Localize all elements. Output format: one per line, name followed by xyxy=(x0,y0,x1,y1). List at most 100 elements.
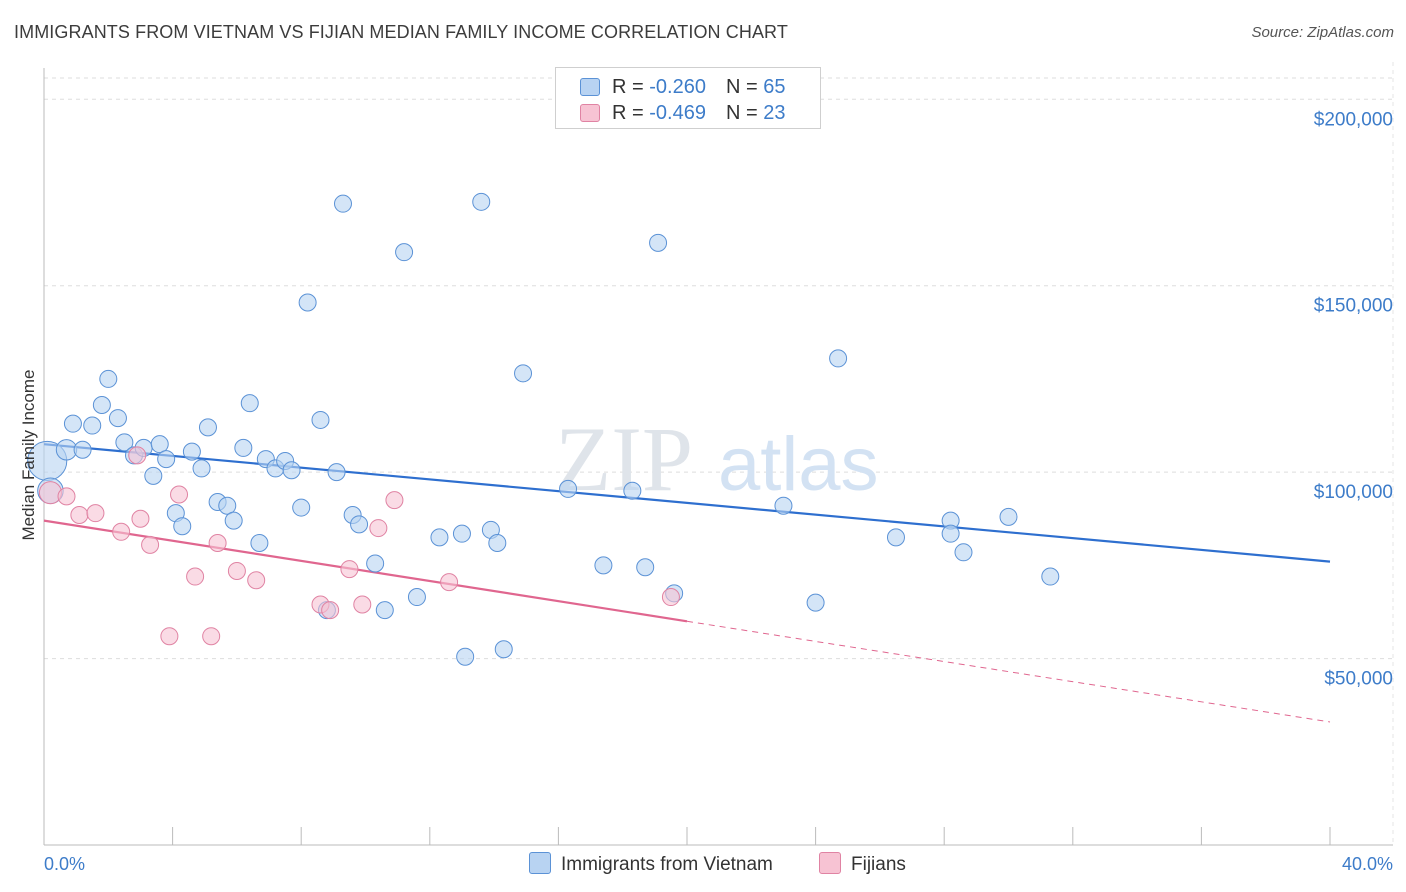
point-fiji xyxy=(321,601,340,620)
bottom-legend-vietnam: Immigrants from Vietnam xyxy=(529,852,773,876)
point-vietnam xyxy=(350,515,369,534)
point-vietnam xyxy=(488,533,507,552)
point-vietnam xyxy=(298,293,317,312)
point-vietnam xyxy=(99,369,118,388)
point-vietnam xyxy=(218,496,237,515)
point-fiji xyxy=(227,561,246,580)
point-vietnam xyxy=(83,416,102,435)
correlation-legend: R = -0.260 N = 65 R = -0.469 N = 23 xyxy=(555,67,821,129)
point-vietnam xyxy=(999,507,1018,526)
point-vietnam xyxy=(806,593,825,612)
point-vietnam xyxy=(954,543,973,562)
legend-r-value: -0.260 xyxy=(649,76,706,98)
point-vietnam xyxy=(594,556,613,575)
point-fiji xyxy=(70,506,89,525)
bottom-label-fiji: Fijians xyxy=(851,854,906,875)
x-tick-label: 40.0% xyxy=(1342,854,1393,874)
point-fiji xyxy=(353,595,372,614)
y-tick-label: $50,000 xyxy=(1324,669,1393,690)
point-vietnam xyxy=(774,496,793,515)
point-fiji xyxy=(86,504,105,523)
point-vietnam xyxy=(375,601,394,620)
point-fiji xyxy=(131,509,150,528)
point-fiji xyxy=(340,560,359,579)
point-fiji xyxy=(38,481,62,505)
bottom-swatch-fiji xyxy=(819,852,841,874)
point-fiji xyxy=(208,533,227,552)
point-vietnam xyxy=(311,410,330,429)
point-vietnam xyxy=(366,554,385,573)
point-vietnam xyxy=(144,466,163,485)
point-vietnam xyxy=(472,192,491,211)
point-fiji xyxy=(369,519,388,538)
point-vietnam xyxy=(157,450,176,469)
legend-r-label: R = xyxy=(612,102,650,124)
point-fiji xyxy=(247,571,266,590)
point-vietnam xyxy=(456,647,475,666)
point-fiji xyxy=(385,491,404,510)
point-vietnam xyxy=(182,442,201,461)
source-label: Source: ZipAtlas.com xyxy=(1251,24,1394,41)
point-fiji xyxy=(170,485,189,504)
legend-row-fiji: R = -0.469 N = 23 xyxy=(580,102,785,128)
point-vietnam xyxy=(452,524,471,543)
legend-r-label: R = xyxy=(612,76,650,98)
watermark-atlas: atlas xyxy=(718,422,879,507)
legend-n-value: 65 xyxy=(763,76,786,98)
y-tick-label: $100,000 xyxy=(1314,482,1393,503)
point-fiji xyxy=(186,567,205,586)
point-vietnam xyxy=(636,558,655,577)
point-fiji xyxy=(141,535,160,554)
point-vietnam xyxy=(150,435,169,454)
y-tick-label: $150,000 xyxy=(1314,296,1393,317)
point-vietnam xyxy=(649,233,668,252)
point-vietnam xyxy=(250,533,269,552)
watermark-zip: ZIP xyxy=(555,408,693,510)
point-vietnam xyxy=(198,418,217,437)
point-vietnam xyxy=(333,194,352,213)
point-vietnam xyxy=(1041,567,1060,586)
point-vietnam xyxy=(829,349,848,368)
trend-line-fiji-extrapolated xyxy=(686,620,1331,723)
point-fiji xyxy=(112,522,131,541)
point-vietnam xyxy=(92,396,111,415)
legend-r-value: -0.469 xyxy=(649,102,706,124)
point-fiji xyxy=(128,446,147,465)
legend-n-value: 23 xyxy=(763,102,786,124)
point-vietnam xyxy=(327,463,346,482)
point-vietnam xyxy=(173,517,192,536)
point-vietnam xyxy=(430,528,449,547)
point-vietnam xyxy=(240,394,259,413)
y-axis-label: Median Family Income xyxy=(19,369,38,540)
point-vietnam xyxy=(623,481,642,500)
point-vietnam xyxy=(73,440,92,459)
legend-row-vietnam: R = -0.260 N = 65 xyxy=(580,76,785,102)
point-fiji xyxy=(57,487,76,506)
point-vietnam xyxy=(292,498,311,517)
point-vietnam xyxy=(494,640,513,659)
point-vietnam xyxy=(224,511,243,530)
point-fiji xyxy=(202,627,221,646)
chart-title: IMMIGRANTS FROM VIETNAM VS FIJIAN MEDIAN… xyxy=(14,22,788,42)
bottom-label-vietnam: Immigrants from Vietnam xyxy=(561,854,773,875)
point-vietnam xyxy=(63,414,82,433)
bottom-swatch-vietnam xyxy=(529,852,551,874)
point-fiji xyxy=(160,627,179,646)
point-fiji xyxy=(661,588,680,607)
point-vietnam xyxy=(514,364,533,383)
x-tick-labels: 0.0% 40.0% xyxy=(44,854,1393,874)
point-vietnam xyxy=(395,243,414,262)
point-vietnam xyxy=(559,479,578,498)
legend-n-label: N = xyxy=(725,76,764,98)
point-vietnam xyxy=(115,433,134,452)
point-fiji xyxy=(440,573,459,592)
data-points xyxy=(27,192,1060,666)
point-vietnam xyxy=(234,438,253,457)
legend-swatch-vietnam xyxy=(580,78,600,96)
bottom-legend-fiji: Fijians xyxy=(819,852,906,876)
point-vietnam xyxy=(192,459,211,478)
point-vietnam xyxy=(407,588,426,607)
point-vietnam xyxy=(282,461,301,480)
point-vietnam xyxy=(108,409,127,428)
